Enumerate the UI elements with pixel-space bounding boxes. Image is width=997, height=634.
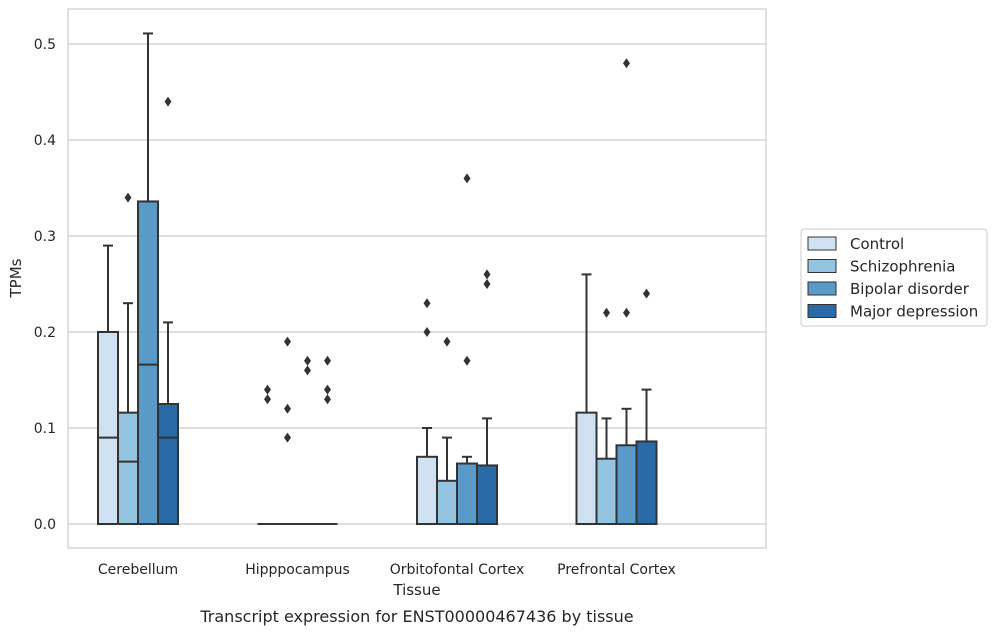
box-body — [635, 440, 658, 525]
box-control — [416, 298, 438, 525]
outlier-point — [603, 307, 610, 318]
outlier-point — [264, 394, 271, 405]
y-tick-label: 0.3 — [34, 229, 56, 245]
legend: Control Schizophrenia Bipolar disorder Majo… — [800, 228, 988, 327]
legend-label: Major depression — [850, 303, 978, 321]
outlier-point — [623, 58, 630, 69]
y-axis-label: TPMs — [7, 258, 25, 298]
x-tick-label: Orbitofontal Cortex — [390, 562, 525, 578]
y-tick-labels: 0.0 0.1 0.2 0.3 0.4 0.5 — [34, 37, 56, 533]
box-control — [257, 384, 278, 525]
box-body — [456, 462, 478, 525]
outlier-point — [284, 403, 291, 414]
box-bipolar-disorder — [137, 32, 159, 525]
outlier-point — [463, 355, 471, 366]
legend-label: Schizophrenia — [850, 258, 955, 276]
y-tick-label: 0.5 — [34, 37, 56, 53]
outlier-point — [463, 173, 471, 184]
outlier-point — [623, 307, 630, 318]
chart-caption: Transcript expression for ENST0000046743… — [199, 607, 633, 626]
outlier-point — [324, 355, 331, 366]
box-body — [137, 200, 159, 525]
box-major-depression — [476, 269, 498, 526]
x-axis-label: Tissue — [392, 581, 440, 599]
outlier-point — [264, 384, 271, 395]
y-tick-label: 0.0 — [34, 517, 56, 533]
gridlines — [68, 43, 766, 525]
box-major-depression — [635, 288, 658, 525]
x-tick-label: Cerebellum — [98, 562, 178, 578]
box-groups — [97, 32, 658, 526]
plot-frame — [67, 8, 767, 549]
outlier-point — [423, 327, 431, 337]
legend-swatch — [807, 236, 837, 251]
legend-label: Bipolar disorder — [850, 280, 970, 298]
legend-swatch — [807, 259, 837, 273]
legend-label: Control — [850, 235, 904, 253]
box-bipolar-disorder — [297, 355, 318, 525]
box-body — [157, 403, 179, 525]
box-body — [615, 444, 638, 525]
outlier-point — [284, 432, 291, 443]
y-tick-label: 0.4 — [34, 133, 56, 149]
x-tick-label: Hipppocampus — [245, 562, 350, 578]
legend-swatch — [807, 281, 837, 296]
outlier-point — [483, 279, 491, 289]
outlier-point — [324, 394, 331, 405]
box-body — [575, 411, 598, 526]
box-body — [436, 479, 458, 525]
x-tick-labels: Cerebellum Hipppocampus Orbitofontal Corte… — [98, 562, 676, 578]
box-control — [575, 273, 598, 526]
legend-frame — [800, 228, 988, 327]
y-tick-label: 0.1 — [34, 421, 56, 437]
outlier-point — [304, 355, 311, 366]
outlier-point — [284, 336, 291, 347]
box-schizophrenia — [277, 336, 298, 525]
box-body — [476, 464, 498, 526]
x-tick-label: Prefrontal Cortex — [557, 562, 676, 578]
box-schizophrenia — [436, 336, 458, 525]
box-body — [416, 455, 438, 525]
box-body — [595, 457, 618, 525]
outlier-point — [483, 269, 491, 280]
outlier-point — [304, 365, 311, 376]
box-major-depression — [157, 96, 179, 525]
outlier-point — [423, 298, 431, 309]
box-major-depression — [317, 355, 338, 525]
outlier-point — [643, 288, 650, 299]
box-body — [117, 411, 139, 526]
y-tick-label: 0.2 — [34, 325, 56, 341]
outlier-point — [443, 336, 451, 347]
outlier-point — [164, 96, 172, 107]
legend-swatch — [807, 304, 837, 318]
outlier-point — [124, 192, 132, 203]
box-body — [97, 331, 119, 525]
outlier-point — [324, 384, 331, 395]
